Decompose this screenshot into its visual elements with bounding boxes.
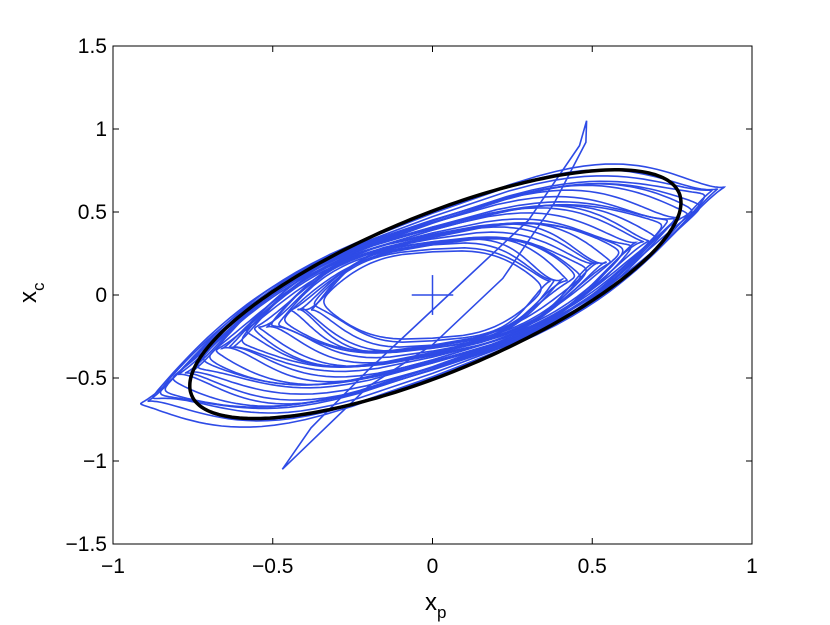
y-tick-label: 0.5 — [78, 201, 107, 224]
y-tick-label: −1 — [83, 450, 107, 473]
y-axis-label: xc — [15, 282, 48, 303]
x-tick-label: 0 — [427, 555, 439, 578]
y-tick-label: −0.5 — [66, 367, 107, 390]
trajectory-loop — [313, 246, 551, 344]
x-axis-label: xp — [425, 589, 446, 622]
x-tick-label: 1 — [746, 555, 758, 578]
x-tick-label: −1 — [101, 555, 125, 578]
trajectory-loop — [284, 237, 581, 353]
origin-marker — [411, 275, 454, 315]
bounding-ellipse-series — [188, 168, 683, 421]
trajectory-loop — [219, 207, 645, 383]
trajectory-loop — [215, 204, 650, 386]
x-tick-label: −0.5 — [252, 555, 293, 578]
bounding-ellipse — [188, 168, 683, 421]
y-tick-label: 0 — [95, 284, 107, 307]
trajectory-loop — [253, 222, 612, 368]
trajectory-loop — [323, 250, 542, 340]
x-axis-ticks: −1 −0.5 0 0.5 1 — [101, 46, 758, 578]
trajectory-loop — [177, 184, 689, 405]
y-tick-label: 1 — [95, 118, 107, 141]
y-tick-label: 1.5 — [78, 35, 107, 58]
x-tick-label: 0.5 — [578, 555, 607, 578]
y-tick-label: −1.5 — [66, 533, 107, 556]
trajectory-loop — [297, 236, 568, 354]
trajectory-loop — [289, 237, 576, 353]
y-axis-ticks: −1.5 −1 −0.5 0 0.5 1 1.5 — [66, 35, 752, 556]
plot-area — [112, 45, 753, 545]
trajectory-outer-lobe — [281, 120, 588, 470]
